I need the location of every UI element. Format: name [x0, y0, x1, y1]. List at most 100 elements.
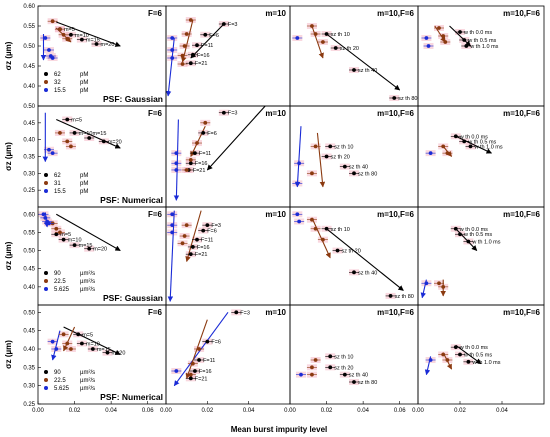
point-label: w th 0.0 ms [459, 227, 488, 233]
data-point [41, 212, 46, 217]
panel-r2-c3: w th 0.0 msw th 0.5 msw th 1.0 ms m=10,F=… [417, 206, 545, 306]
trend-arrow [56, 118, 121, 149]
data-point [50, 339, 55, 344]
data-point [310, 217, 314, 222]
point-label: w th 0.0 ms [459, 134, 488, 140]
y-tick-label: 0.40 [23, 138, 35, 144]
point-label: F=21 [195, 61, 208, 67]
data-point [441, 144, 446, 149]
data-point [65, 139, 70, 144]
point-label: w th 0.5 ms [467, 38, 496, 44]
panel-title: m=10,F=6 [377, 210, 414, 219]
point-label: sz th 40 [358, 68, 377, 74]
data-point [310, 171, 314, 176]
point-label: F=21 [195, 252, 208, 258]
data-point [441, 352, 446, 357]
data-point [297, 219, 302, 224]
data-point [190, 245, 195, 249]
legend-value: 22.5 [54, 378, 66, 384]
data-point [234, 310, 239, 315]
panel-frame [417, 206, 545, 306]
point-label: m=20 [93, 247, 107, 253]
legend-unit: pM [80, 173, 88, 179]
y-tick-label: 0.25 [23, 402, 35, 408]
data-point [188, 372, 193, 377]
data-point [221, 110, 226, 115]
data-point [174, 369, 179, 373]
x-axis-title: Mean burst impurity level [231, 425, 327, 434]
data-point [328, 365, 333, 370]
data-point [352, 270, 356, 275]
data-point [50, 56, 55, 60]
y-tick-label: 0.45 [23, 329, 35, 335]
y-tick-label: 0.50 [23, 44, 35, 50]
data-point [441, 34, 446, 38]
data-point [170, 223, 175, 228]
y-tick-label: 0.50 [23, 104, 35, 110]
point-label: F=16 [197, 245, 210, 251]
point-label: w th 1.0 ms [471, 239, 500, 245]
x-tick-label: 0.04 [496, 408, 508, 414]
point-label: w th 1.0 ms [474, 144, 503, 150]
panel-frame [165, 206, 291, 306]
data-point [188, 252, 193, 257]
point-label: sz th 80 [358, 380, 377, 386]
legend-marker [44, 287, 48, 291]
point-label: m=10 [68, 238, 82, 244]
panel-title: m=10 [265, 210, 286, 219]
panel-r3-c1: F=3 F=6 F=11 F=16F=21 m=10 [165, 304, 291, 405]
panel-frame [165, 304, 291, 405]
point-label: m=5 [64, 27, 75, 33]
data-point [182, 44, 187, 48]
data-point [310, 365, 314, 370]
legend-value: 90 [54, 271, 61, 277]
legend-value: 5.625 [54, 287, 70, 293]
panel-r1-c1: F=3 F=6 F=11 F=16F=21 m=10 [165, 105, 291, 208]
data-point [195, 141, 199, 145]
x-tick-label: 0.02 [454, 408, 466, 414]
x-tick-label: 0.02 [201, 408, 213, 414]
data-point [453, 134, 458, 139]
legend-marker [44, 370, 48, 374]
panel-frame [417, 304, 545, 405]
point-label: m=5 [82, 332, 93, 338]
data-point [437, 26, 441, 30]
data-point [58, 230, 62, 235]
data-point [170, 56, 175, 60]
data-point [190, 52, 195, 57]
point-label: sz th 40 [358, 270, 377, 276]
data-point [79, 37, 84, 42]
legend-marker [44, 173, 48, 177]
trend-arrow [56, 213, 121, 252]
data-point [468, 144, 473, 149]
point-label: m=5 [60, 232, 71, 238]
data-point [190, 361, 195, 366]
data-point [424, 281, 429, 286]
data-point [65, 117, 70, 122]
point-label: m=20 [108, 139, 122, 145]
trend-arrow [51, 330, 61, 361]
y-tick-label: 0.45 [23, 64, 35, 70]
point-label: F=16 [197, 53, 210, 59]
data-point [101, 139, 106, 144]
panels-layer: σz (µm)0.400.450.500.550.60m=5m=10m=15m=… [4, 4, 545, 414]
x-tick-label: 0.04 [105, 408, 117, 414]
point-label: sz th 80 [395, 294, 414, 300]
data-point [313, 144, 318, 149]
legend-unit: pM [80, 80, 88, 86]
y-tick-label: 0.30 [23, 384, 35, 390]
legend-unit: pM [80, 189, 88, 195]
data-point [426, 44, 431, 48]
panel-r1-c3: w th 0.0 msw th 0.5 msw th 1.0 ms m=10,F=… [417, 105, 545, 208]
panel-r0-c2: sz th 10 sz th 20 sz th 40 sz th 80 m=10,F=6 [289, 5, 419, 107]
point-label: m=20 [101, 42, 115, 48]
data-point [445, 151, 450, 156]
legend-marker [44, 88, 48, 92]
data-point [170, 36, 175, 40]
data-point [197, 347, 201, 351]
data-point [328, 144, 333, 149]
point-label: sz th 80 [398, 96, 417, 102]
trend-arrow [316, 132, 326, 188]
data-point [453, 226, 458, 231]
